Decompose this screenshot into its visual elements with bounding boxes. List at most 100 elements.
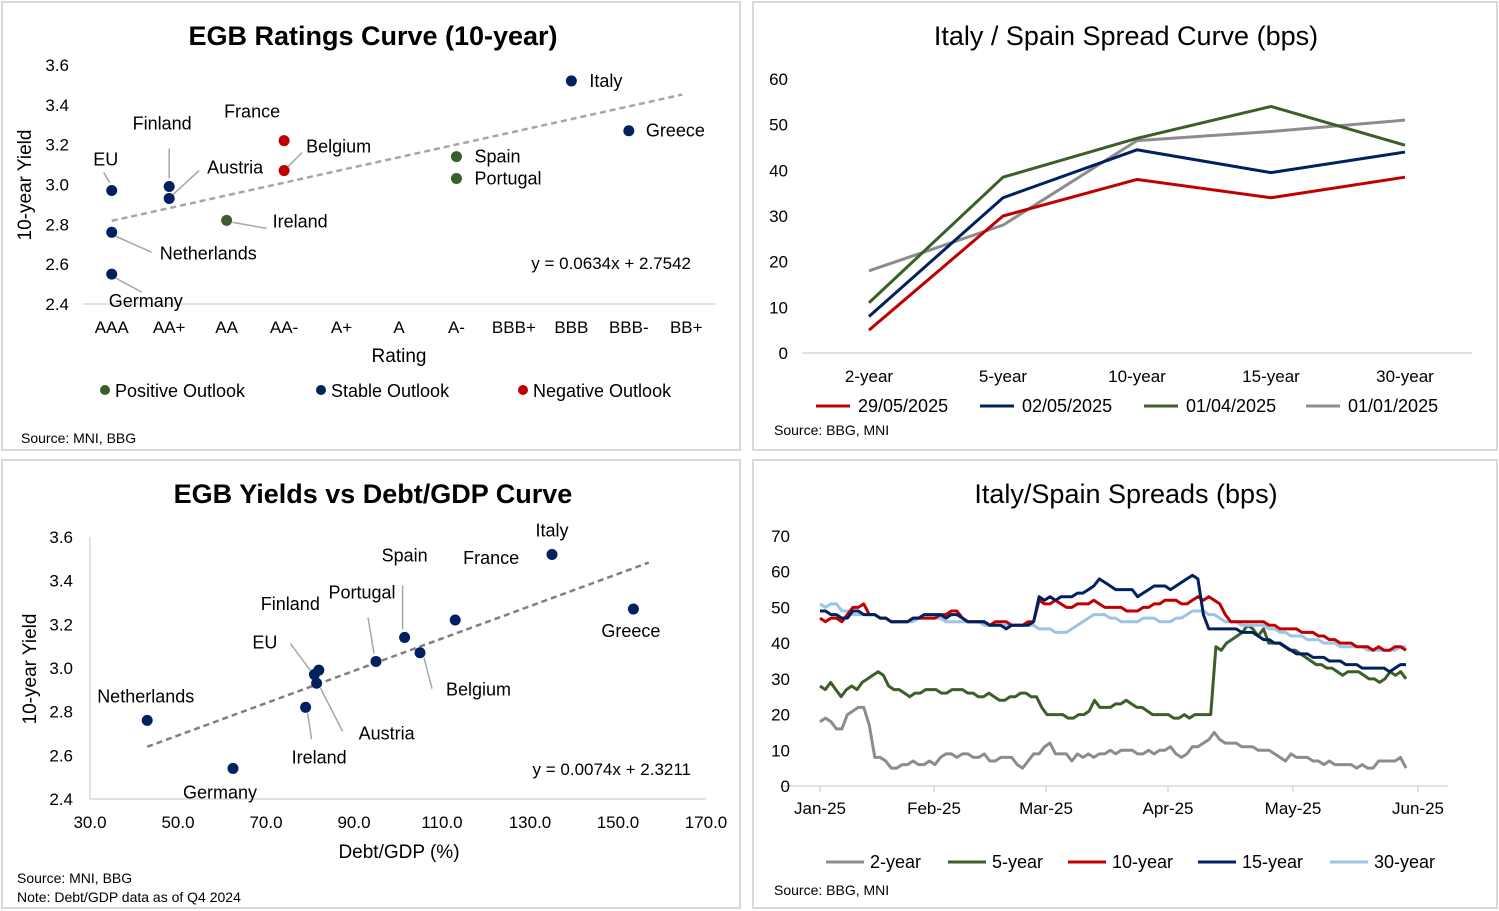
x-tick-label: 170.0 — [685, 813, 728, 832]
legend-label: 2-year — [870, 852, 921, 872]
y-tick-label: 10 — [771, 741, 790, 760]
debt-gdp-chart: EGB Yields vs Debt/GDP Curve 3.6 3.4 3.2 3.0… — [17, 479, 728, 905]
series-line-10-year — [819, 595, 1407, 652]
spreads-timeseries-panel: Italy/Spain Spreads (bps) 70 60 50 40 30 20 10 0… — [752, 459, 1498, 909]
point-france — [278, 135, 290, 147]
point-austria — [311, 677, 323, 689]
point-belgium — [278, 165, 290, 177]
series-line-02/05/2025 — [868, 148, 1406, 318]
point-label: Austria — [359, 723, 416, 743]
point-label: Portugal — [474, 169, 541, 189]
legend-label: 10-year — [1112, 852, 1173, 872]
leader-line — [287, 152, 303, 168]
chart-title: Italy / Spain Spread Curve (bps) — [934, 21, 1318, 51]
x-tick-label: A- — [448, 318, 465, 337]
legend-label: 01/04/2025 — [1186, 396, 1276, 416]
point-label: Germany — [183, 782, 257, 802]
debt-gdp-panel: EGB Yields vs Debt/GDP Curve 3.6 3.4 3.2 3.0… — [1, 459, 741, 909]
chart-title: EGB Ratings Curve (10-year) — [188, 21, 557, 51]
point-label: Spain — [474, 147, 520, 167]
x-tick-label: 90.0 — [337, 813, 370, 832]
y-tick-label: 3.0 — [45, 176, 69, 195]
spread-curve-panel: Italy / Spain Spread Curve (bps) 60 50 40 30… — [752, 1, 1498, 451]
source-note: Source: BBG, MNI — [774, 882, 889, 898]
legend-label: 01/01/2025 — [1348, 396, 1438, 416]
source-note: Source: MNI, BBG — [17, 870, 132, 886]
ratings-curve-chart: EGB Ratings Curve (10-year) 3.6 3.4 3.2 3.0 2… — [15, 21, 715, 446]
trendline — [146, 561, 650, 748]
point-label: Finland — [133, 113, 192, 133]
spreads-timeseries-chart: Italy/Spain Spreads (bps) 70 60 50 40 30 20 10 0… — [771, 479, 1448, 898]
leader-line — [306, 713, 313, 740]
legend-label: 5-year — [992, 852, 1043, 872]
y-tick-label: 20 — [769, 253, 788, 272]
y-tick-label: 0 — [779, 344, 788, 363]
x-tick-label: Mar-25 — [1019, 799, 1073, 818]
y-axis-title: 10-year Yield — [15, 130, 36, 241]
x-tick-label: Apr-25 — [1142, 799, 1193, 818]
series-line-01/04/2025 — [867, 104, 1406, 304]
series-line-01/01/2025 — [868, 118, 1406, 273]
point-label: Italy — [535, 520, 568, 540]
x-tick-label: 70.0 — [249, 813, 282, 832]
y-tick-label: 0 — [781, 777, 790, 796]
x-tick-label: 30-year — [1376, 367, 1434, 386]
y-tick-label: 20 — [771, 706, 790, 725]
point-germany — [106, 268, 118, 280]
point-label: EU — [93, 149, 118, 169]
x-tick-label: 10-year — [1108, 367, 1166, 386]
point-label: Portugal — [328, 582, 395, 602]
point-label: Italy — [589, 71, 622, 91]
x-tick-label: Jan-25 — [794, 799, 846, 818]
point-italy — [565, 75, 577, 87]
y-axis-title: 10-year Yield — [20, 614, 41, 725]
y-tick-label: 2.6 — [49, 746, 73, 765]
point-label: France — [224, 102, 280, 122]
legend-label: Negative Outlook — [533, 381, 672, 401]
point-belgium — [414, 647, 426, 659]
point-label: Belgium — [446, 680, 511, 700]
y-tick-label: 30 — [769, 207, 788, 226]
point-italy — [546, 548, 558, 560]
x-tick-label: AAA — [95, 318, 130, 337]
legend-label: 30-year — [1374, 852, 1435, 872]
x-tick-label: 150.0 — [597, 813, 640, 832]
spread-curve-chart: Italy / Spain Spread Curve (bps) 60 50 40 30… — [769, 21, 1472, 438]
x-tick-label: 30.0 — [73, 813, 106, 832]
point-netherlands — [106, 226, 118, 238]
point-label: Greece — [601, 621, 660, 641]
x-tick-label: A+ — [331, 318, 352, 337]
chart-title: Italy/Spain Spreads (bps) — [974, 479, 1277, 509]
series-line-15-year — [820, 573, 1406, 674]
point-label: Belgium — [306, 137, 371, 157]
y-tick-label: 2.4 — [49, 790, 73, 809]
point-label: Finland — [261, 594, 320, 614]
x-tick-label: 50.0 — [161, 813, 194, 832]
y-tick-label: 50 — [771, 598, 790, 617]
point-spain — [399, 631, 411, 643]
x-tick-label: BB+ — [670, 318, 703, 337]
y-tick-label: 3.6 — [49, 528, 73, 547]
y-tick-label: 10 — [769, 298, 788, 317]
trendline-equation: y = 0.0634x + 2.7542 — [531, 254, 691, 273]
leader-line — [103, 172, 111, 183]
point-france — [449, 614, 461, 626]
y-tick-label: 40 — [769, 161, 788, 180]
x-tick-label: BBB+ — [492, 318, 536, 337]
point-portugal — [370, 655, 382, 667]
point-label: Greece — [646, 121, 705, 141]
y-tick-label: 3.4 — [49, 572, 73, 591]
leader-line — [232, 221, 267, 230]
leader-line — [319, 687, 344, 732]
series-line-29/05/2025 — [868, 175, 1406, 332]
point-label: Germany — [109, 291, 183, 311]
point-finland — [163, 180, 175, 192]
point-label: Spain — [382, 545, 428, 565]
ratings-curve-panel: EGB Ratings Curve (10-year) 3.6 3.4 3.2 3.0 2… — [1, 1, 741, 451]
point-eu — [106, 184, 118, 196]
legend-marker-positive — [100, 385, 110, 395]
legend-label: Stable Outlook — [331, 381, 450, 401]
series-line-30-year — [819, 602, 1406, 652]
x-tick-label: BBB — [554, 318, 588, 337]
x-tick-label: 15-year — [1242, 367, 1300, 386]
